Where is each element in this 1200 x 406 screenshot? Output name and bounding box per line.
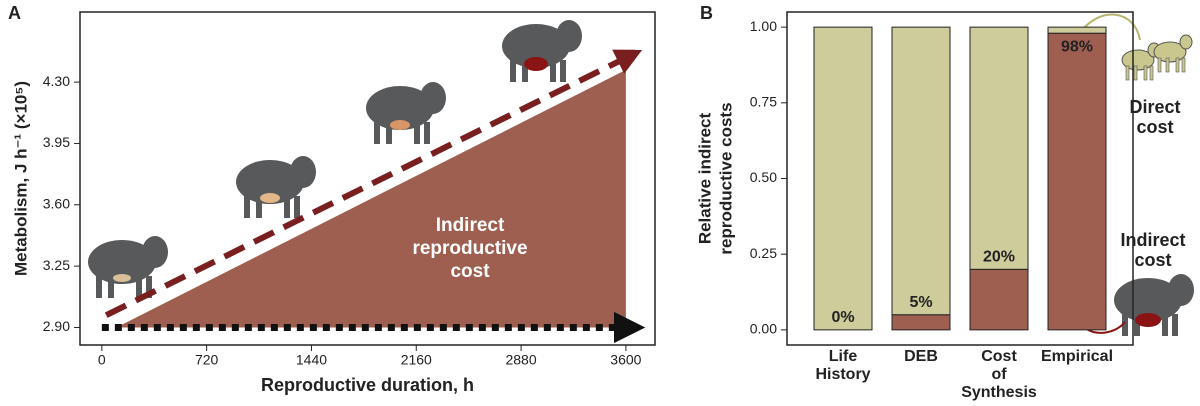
y-tick-label: 0.00	[750, 321, 777, 337]
bar-segment	[1047, 32, 1107, 331]
annotation: Direct	[1129, 97, 1180, 117]
annotation: cost	[450, 261, 490, 282]
bar-segment	[891, 314, 951, 331]
y-axis-label: Relative indirect	[695, 112, 714, 244]
bar-segment	[1047, 26, 1107, 34]
x-tick-label: Cost of Synthesis	[961, 348, 1037, 401]
y-tick-label: 3.95	[43, 134, 70, 150]
x-tick-label: Life History	[815, 348, 870, 383]
area	[116, 69, 626, 328]
x-tick-label: 2160	[401, 352, 432, 368]
bar-segment	[969, 268, 1029, 331]
x-tick-label: 1440	[296, 352, 327, 368]
sheep-icon	[88, 236, 168, 298]
sheep-icon	[502, 20, 582, 82]
y-tick-label: 3.60	[43, 195, 70, 211]
x-axis-label: Reproductive duration, h	[261, 375, 474, 395]
x-tick-label: 0	[98, 352, 106, 368]
annotation: reproductive	[412, 238, 527, 259]
x-tick-label: 2880	[505, 352, 536, 368]
x-tick-label: 720	[195, 352, 219, 368]
lamb-icon	[1153, 34, 1193, 73]
annotation: Indirect	[436, 215, 505, 236]
bar-segment	[891, 26, 951, 316]
panel-label: B	[700, 3, 713, 23]
y-tick-label: 4.30	[43, 73, 70, 89]
x-tick-label: DEB	[904, 348, 938, 365]
y-tick-label: 0.25	[750, 245, 777, 261]
y-tick-label: 2.90	[43, 318, 70, 334]
x-tick-label: Empirical	[1041, 348, 1113, 365]
x-tick-label: 3600	[610, 352, 641, 368]
y-tick-label: 0.50	[750, 169, 777, 185]
sheep-icon	[366, 82, 446, 144]
plot-frame	[79, 11, 656, 346]
bar-segment	[969, 26, 1029, 270]
value-label: 20%	[983, 249, 1015, 266]
value-label: 0%	[831, 309, 854, 326]
y-axis-label: reproductive costs	[716, 102, 735, 254]
trend-line	[104, 49, 643, 318]
sheep-icon	[1114, 274, 1194, 336]
value-label: 98%	[1061, 38, 1093, 55]
y-tick-label: 0.75	[750, 94, 777, 110]
annotation: cost	[1136, 117, 1173, 137]
connector	[1079, 13, 1141, 41]
panel-label: A	[8, 3, 21, 23]
value-label: 5%	[909, 294, 932, 311]
y-axis-label: Metabolism, J h⁻¹ (×10⁵)	[11, 81, 30, 276]
bar-segment	[813, 26, 873, 331]
y-tick-label: 3.25	[43, 257, 70, 273]
annotation: Indirect	[1120, 230, 1185, 250]
lamb-icon	[1121, 42, 1161, 81]
sheep-icon	[236, 156, 316, 218]
y-tick-label: 1.00	[750, 18, 777, 34]
annotation: cost	[1134, 250, 1171, 270]
